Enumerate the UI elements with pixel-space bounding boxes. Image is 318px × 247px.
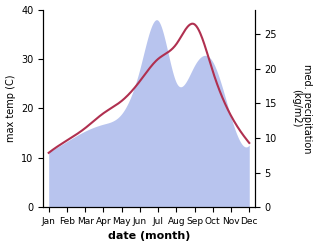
X-axis label: date (month): date (month)	[108, 231, 190, 242]
Y-axis label: max temp (C): max temp (C)	[5, 75, 16, 142]
Y-axis label: med. precipitation
(kg/m2): med. precipitation (kg/m2)	[291, 64, 313, 153]
